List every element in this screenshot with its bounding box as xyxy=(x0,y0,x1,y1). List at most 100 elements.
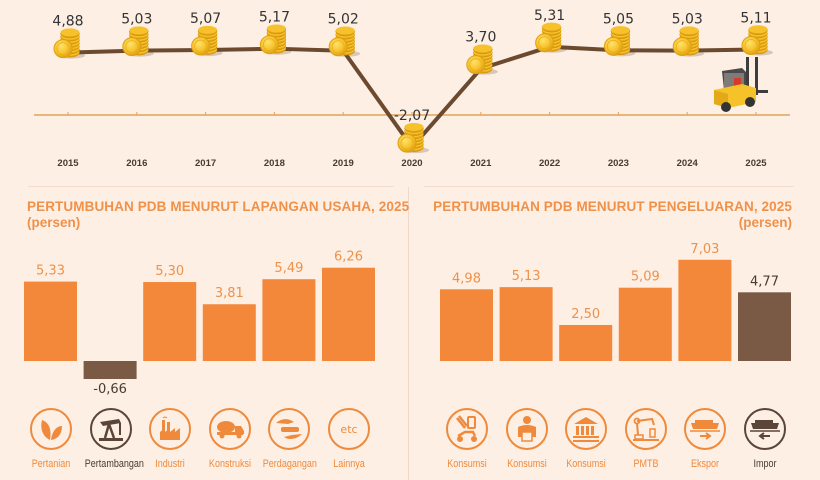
bar-value-label: 5,33 xyxy=(36,264,65,279)
bar-chart-lapangan-usaha: 5,33 -0,66 5,30 3,81 5,49 6,26 xyxy=(24,250,375,397)
data-label: -2,07 xyxy=(394,108,430,124)
bar xyxy=(738,292,791,361)
bar-value-label: 4,77 xyxy=(750,274,779,289)
bar-value-label: 5,13 xyxy=(512,269,541,284)
bar-value-label: 5,30 xyxy=(155,264,184,279)
data-label: 5,31 xyxy=(534,8,565,24)
category-item: Pertanian xyxy=(19,408,83,470)
data-label: 3,70 xyxy=(465,30,496,46)
bar-value-label: 4,98 xyxy=(452,271,481,286)
category-item: Impor xyxy=(733,408,797,470)
bar-value-label: 5,49 xyxy=(274,261,303,276)
x-tick-label: 2022 xyxy=(539,158,560,169)
bar-chart-pengeluaran: 4,98 5,13 2,50 5,09 7,03 4,77 xyxy=(440,242,791,361)
category-item: PMTB xyxy=(614,408,678,470)
bar xyxy=(618,287,672,361)
category-label: PMTB xyxy=(633,458,659,470)
coin-stack-marker xyxy=(259,24,292,55)
x-tick-label: 2024 xyxy=(677,158,699,169)
bar-value-label: 2,50 xyxy=(571,307,600,322)
coin-stack-marker xyxy=(122,26,154,57)
bar xyxy=(202,304,256,361)
data-label: 4,88 xyxy=(52,14,83,30)
category-label: Pertanian xyxy=(31,458,71,470)
x-tick-label: 2020 xyxy=(401,158,422,169)
trade-hands-icon xyxy=(268,408,311,450)
section-divider xyxy=(424,186,794,187)
chart-title-pengeluaran: PERTUMBUHAN PDB MENURUT PENGELUARAN, 202… xyxy=(433,199,792,214)
category-item: Pertambangan xyxy=(79,408,144,470)
data-label: 5,07 xyxy=(190,11,221,27)
bar-value-label: 6,26 xyxy=(334,250,363,265)
category-item: Konsumsi xyxy=(435,408,499,470)
etc-label: etc xyxy=(340,422,358,436)
chart-subtitle-lapangan-usaha: (persen) xyxy=(27,215,81,230)
category-label: Konsumsi xyxy=(566,458,606,470)
bar-value-label: 5,09 xyxy=(631,270,660,285)
x-tick-label: 2019 xyxy=(333,158,354,169)
bar xyxy=(559,325,613,361)
etc-icon: etc xyxy=(328,408,370,450)
category-label: Ekspor xyxy=(691,458,720,470)
bar xyxy=(440,289,493,361)
category-label: Konsumsi xyxy=(506,458,547,470)
bar xyxy=(83,361,137,379)
coin-stack-marker xyxy=(741,25,773,56)
category-item: etc Lainnya xyxy=(317,408,381,470)
category-label: Konstruksi xyxy=(208,458,251,470)
bar xyxy=(143,282,197,361)
category-label: Perdagangan xyxy=(263,458,318,470)
bar-value-label: 7,03 xyxy=(690,242,719,257)
bar xyxy=(262,279,316,361)
chart-title-lapangan-usaha: PERTUMBUHAN PDB MENURUT LAPANGAN USAHA, … xyxy=(27,199,410,214)
ship-import-icon xyxy=(744,408,786,450)
coin-stack-marker xyxy=(535,22,567,53)
x-tick-label: 2023 xyxy=(608,158,629,169)
category-label: Industri xyxy=(155,458,185,470)
section-divider xyxy=(28,186,394,187)
cement-truck-icon xyxy=(208,408,251,450)
gdp-growth-line-chart: 4,88 5,03 5,07 5,17 5,02 -2,07 3,70 5,31 5,05 5,0… xyxy=(34,8,790,169)
coin-stack-marker xyxy=(466,44,498,75)
robot-arm-icon xyxy=(624,408,667,450)
coin-stack-marker xyxy=(603,26,636,57)
coin-stack-marker xyxy=(672,26,705,57)
bar xyxy=(678,259,732,361)
x-tick-label: 2018 xyxy=(264,158,285,169)
category-item: Ekspor xyxy=(673,408,737,470)
data-label: 5,03 xyxy=(121,12,152,28)
vertical-divider xyxy=(408,187,409,480)
category-label: Konsumsi xyxy=(447,458,487,470)
x-tick-label: 2015 xyxy=(57,158,79,169)
data-label: 5,05 xyxy=(603,11,634,27)
oil-pump-icon xyxy=(89,408,132,450)
bar-value-label: 3,81 xyxy=(215,286,244,301)
bar xyxy=(322,267,375,361)
bar xyxy=(24,281,77,361)
bar-value-label: -0,66 xyxy=(93,382,127,397)
category-label: Impor xyxy=(753,458,777,470)
data-label: 5,17 xyxy=(259,10,290,26)
leaves-icon xyxy=(30,408,72,450)
x-tick-label: 2016 xyxy=(126,158,147,169)
factory-icon xyxy=(149,408,192,450)
category-item: Industri xyxy=(138,408,202,470)
data-label: 5,02 xyxy=(328,12,359,28)
category-item: Perdagangan xyxy=(257,408,321,470)
forklift-icon xyxy=(714,57,768,112)
coin-stack-marker xyxy=(191,25,223,57)
category-item: Konsumsi xyxy=(495,408,559,470)
chart-subtitle-pengeluaran: (persen) xyxy=(738,215,792,230)
x-tick-label: 2025 xyxy=(745,158,767,169)
x-tick-label: 2021 xyxy=(470,158,492,169)
person-icon xyxy=(505,408,548,450)
category-label: Pertambangan xyxy=(84,458,144,470)
ship-export-icon xyxy=(684,408,727,450)
household-consumption-icon xyxy=(446,408,488,450)
bar xyxy=(499,287,553,361)
category-label: Lainnya xyxy=(333,458,365,470)
x-tick-label: 2017 xyxy=(195,158,216,169)
coin-stack-marker xyxy=(53,28,85,59)
coin-stack-marker xyxy=(397,122,429,154)
category-item: Konsumsi xyxy=(554,408,618,470)
